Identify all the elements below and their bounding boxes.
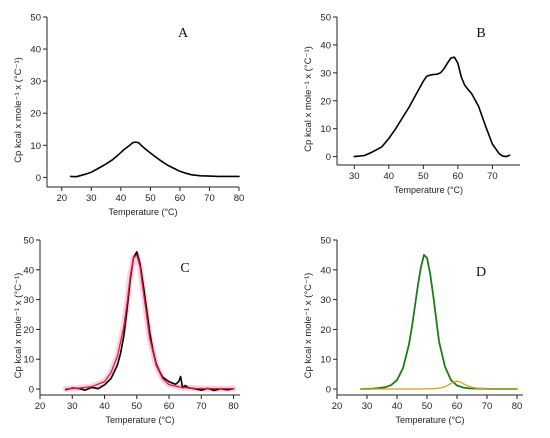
x-tick-label: 50 — [422, 401, 433, 412]
y-tick-label: 0 — [326, 385, 331, 396]
series-line-1 — [62, 251, 237, 392]
x-axis-title: Temperature (°C) — [395, 415, 464, 425]
x-tick-label: 70 — [487, 171, 498, 182]
x-tick-label: 60 — [175, 193, 186, 204]
y-tick-label: 50 — [320, 13, 331, 24]
chart-panel-b: 30 40 50 60 70 0 10 20 30 40 50 Temperature (°C) Cp … — [303, 13, 520, 195]
y-tick-label: 40 — [30, 45, 41, 56]
x-tick-label: 30 — [349, 171, 360, 182]
chart-panel-d: 20 30 40 50 60 70 80 0 10 20 30 40 50 Temperature (°C… — [303, 236, 523, 425]
series-line-3 — [65, 254, 235, 390]
y-axis-title: Cp kcal x mole⁻¹ x (°C⁻¹) — [13, 273, 24, 379]
x-tick-label: 20 — [332, 401, 343, 412]
x-tick-label: 40 — [99, 401, 110, 412]
series-line-2 — [360, 380, 518, 390]
x-tick-label: 20 — [56, 193, 67, 204]
y-axis-title: Cp kcal x mole⁻¹ x (°C⁻¹) — [303, 273, 314, 379]
chart-panel-c: 20 30 40 50 60 70 80 0 10 20 30 40 50 Temperature (°C… — [13, 236, 240, 425]
panel-label: D — [476, 265, 486, 280]
y-tick-label: 20 — [320, 325, 331, 336]
y-tick-label: 20 — [320, 96, 331, 107]
x-tick-label: 30 — [86, 193, 97, 204]
panel-label: C — [180, 261, 189, 276]
x-tick-label: 30 — [67, 401, 78, 412]
y-tick-label: 20 — [30, 109, 41, 120]
x-tick-label: 50 — [131, 401, 142, 412]
series-line-1 — [69, 141, 240, 178]
y-tick-label: 30 — [23, 295, 34, 306]
y-tick-label: 30 — [30, 77, 41, 88]
x-tick-label: 30 — [362, 401, 373, 412]
chart-panel-a: 20 30 40 50 60 70 80 0 10 20 30 40 50 Temperature (°C… — [13, 13, 244, 218]
y-tick-label: 10 — [23, 355, 34, 366]
x-tick-label: 50 — [145, 193, 156, 204]
y-tick-label: 10 — [320, 355, 331, 366]
x-tick-label: 80 — [234, 193, 245, 204]
y-axis-title: Cp kcal x mole⁻¹ x (°C⁻¹) — [303, 46, 314, 152]
x-tick-label: 60 — [453, 171, 464, 182]
x-tick-label: 20 — [35, 401, 46, 412]
y-tick-label: 50 — [320, 236, 331, 247]
x-tick-label: 50 — [418, 171, 429, 182]
x-tick-label: 70 — [204, 193, 215, 204]
x-axis-title: Temperature (°C) — [105, 415, 174, 425]
x-axis-title: Temperature (°C) — [108, 207, 177, 217]
x-tick-label: 40 — [392, 401, 403, 412]
series-line-1 — [353, 56, 511, 158]
x-axis-title: Temperature (°C) — [394, 185, 463, 195]
panel-label: B — [476, 26, 485, 41]
y-tick-label: 40 — [320, 265, 331, 276]
y-tick-label: 0 — [29, 385, 34, 396]
x-tick-label: 80 — [228, 401, 239, 412]
x-tick-label: 60 — [452, 401, 463, 412]
y-tick-label: 0 — [326, 152, 331, 163]
y-tick-label: 10 — [30, 141, 41, 152]
y-tick-label: 50 — [23, 236, 34, 247]
x-tick-label: 70 — [196, 401, 207, 412]
x-tick-label: 40 — [384, 171, 395, 182]
x-tick-label: 70 — [482, 401, 493, 412]
panel-label: A — [178, 26, 189, 41]
y-tick-label: 30 — [320, 68, 331, 79]
y-tick-label: 50 — [30, 13, 41, 24]
y-tick-label: 10 — [320, 124, 331, 135]
series-line-1 — [360, 253, 518, 390]
y-tick-label: 40 — [320, 40, 331, 51]
y-tick-label: 30 — [320, 295, 331, 306]
x-tick-label: 80 — [512, 401, 523, 412]
y-tick-label: 40 — [23, 265, 34, 276]
x-tick-label: 40 — [116, 193, 127, 204]
y-tick-label: 20 — [23, 325, 34, 336]
x-tick-label: 60 — [164, 401, 175, 412]
y-axis-title: Cp kcal x mole⁻¹ x (°C⁻¹) — [13, 57, 24, 163]
y-tick-label: 0 — [36, 173, 41, 184]
